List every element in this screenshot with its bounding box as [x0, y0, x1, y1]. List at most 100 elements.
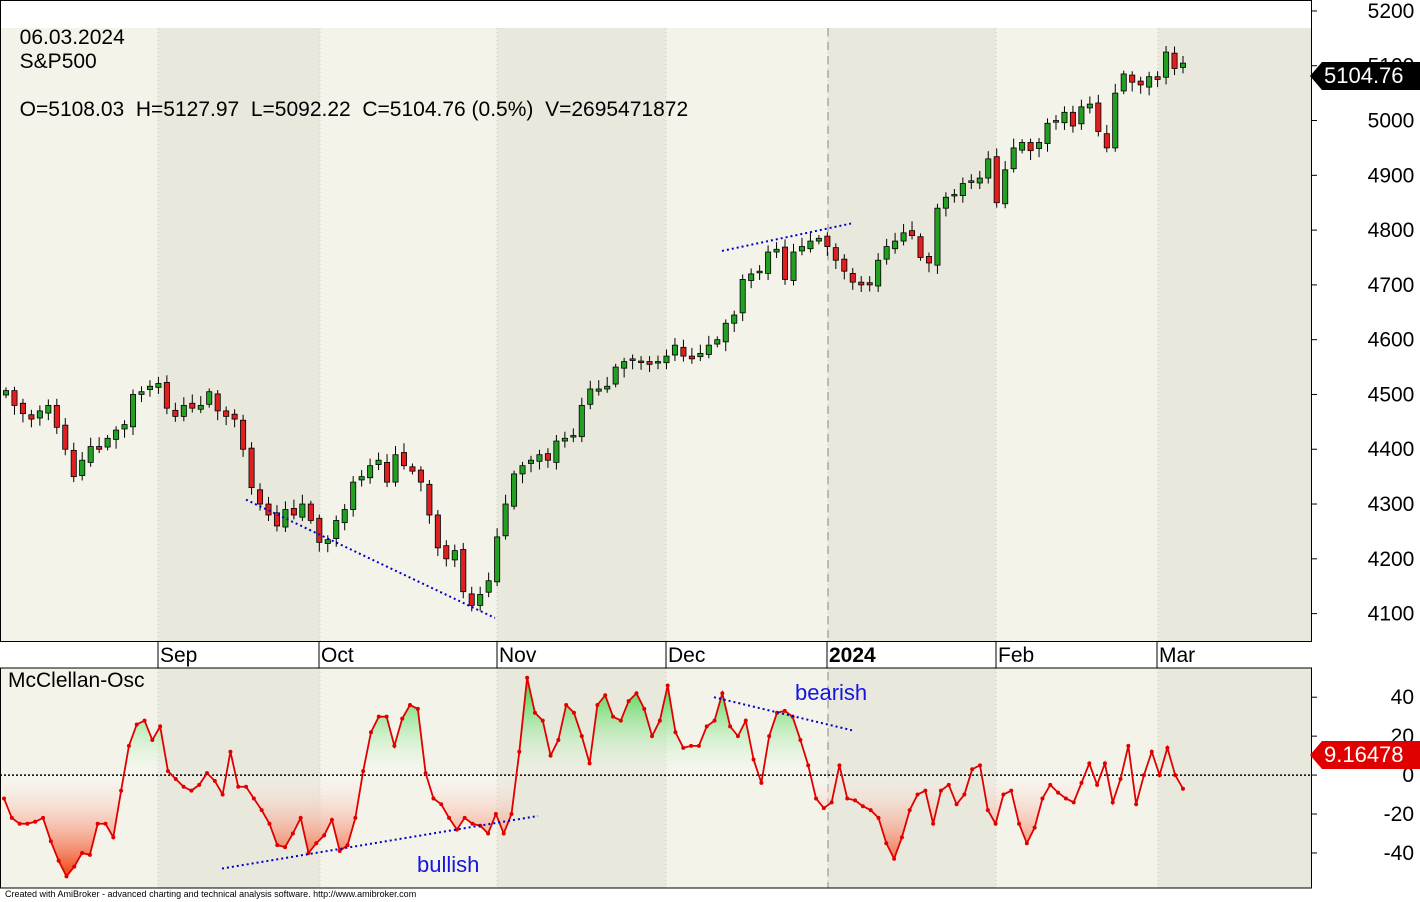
- date-tick-label: Nov: [499, 644, 537, 667]
- oscillator-point: [470, 821, 475, 826]
- candle-body: [629, 358, 636, 361]
- oscillator-point: [9, 815, 14, 820]
- candle-body: [621, 361, 628, 369]
- oscillator-point: [915, 792, 920, 797]
- credits-text: Created with AmiBroker - advanced charti…: [5, 889, 417, 899]
- month-band: [828, 28, 996, 641]
- candle-body: [240, 419, 247, 450]
- candle-body: [494, 536, 501, 583]
- oscillator-point: [868, 808, 873, 813]
- oscillator-point: [642, 706, 647, 711]
- trendlines: [221, 222, 853, 870]
- oscillator-point: [540, 718, 545, 723]
- oscillator-point: [798, 738, 803, 743]
- ohlc-header: 06.03.2024 S&P500 O=5108.03 H=5127.97 L=…: [8, 2, 688, 122]
- oscillator-point: [1157, 773, 1162, 778]
- candle-body: [731, 314, 738, 324]
- candle-body: [426, 483, 433, 516]
- negative-area: [4, 775, 1183, 877]
- oscillator-point: [126, 743, 131, 748]
- candle-body: [273, 512, 280, 527]
- oscillator-point: [1001, 792, 1006, 797]
- candle-body: [646, 361, 653, 365]
- oscillator-point: [532, 710, 537, 715]
- oscillator-point: [876, 815, 881, 820]
- oscillator-point: [1149, 749, 1154, 754]
- header-date: 06.03.2024: [19, 26, 125, 49]
- candle-body: [19, 402, 26, 415]
- price-tick-label: 4400: [1368, 438, 1415, 461]
- oscillator-point: [181, 784, 186, 789]
- candle-body: [536, 454, 543, 462]
- month-band: [996, 28, 1158, 641]
- price-tick-label: 4200: [1368, 548, 1415, 571]
- candle-body: [1044, 122, 1051, 144]
- oscillator-point: [970, 767, 975, 772]
- candle-body: [1002, 169, 1009, 205]
- candle-body: [1163, 51, 1170, 78]
- header-ohlc-values: O=5108.03 H=5127.97 L=5092.22 C=5104.76 …: [19, 98, 689, 121]
- candle-body: [892, 240, 899, 250]
- candle-body: [773, 248, 780, 253]
- oscillator-title: McClellan-Osc: [8, 669, 145, 692]
- candle-body: [146, 385, 153, 390]
- candle-body: [1052, 120, 1059, 123]
- oscillator-point: [1071, 800, 1076, 805]
- candle-body: [604, 385, 611, 390]
- oscillator-point: [212, 778, 217, 783]
- candle-body: [53, 405, 60, 428]
- oscillator-point: [720, 691, 725, 696]
- candle-body: [1061, 111, 1068, 124]
- candle-body: [163, 382, 170, 409]
- candle-body: [155, 383, 162, 388]
- last-price-tag: 5104.76: [1310, 62, 1420, 90]
- oscillator-point: [205, 771, 210, 776]
- oscillator-point: [611, 714, 616, 719]
- candle-body: [451, 550, 458, 561]
- oscillator-point: [759, 780, 764, 785]
- oscillator-point: [415, 706, 420, 711]
- candle-body: [1171, 52, 1178, 69]
- candle-body: [782, 246, 789, 280]
- date-tick-label: Mar: [1159, 644, 1195, 667]
- candle-body: [172, 409, 179, 417]
- oscillator-point: [189, 788, 194, 793]
- candle-body: [858, 281, 865, 286]
- oscillator-point: [899, 835, 904, 840]
- oscillator-point: [329, 817, 334, 822]
- oscillator-point: [517, 749, 522, 754]
- candle-body: [206, 391, 213, 405]
- candle-body: [11, 390, 18, 406]
- oscillator-point: [673, 730, 678, 735]
- candle-body: [87, 446, 94, 463]
- oscillator-point: [1095, 782, 1100, 787]
- date-tick-label: Oct: [321, 644, 354, 667]
- osc-tick-label: 0: [1402, 764, 1414, 787]
- candle-body: [748, 273, 755, 281]
- oscillator-point: [56, 858, 61, 863]
- candle-body: [392, 454, 399, 483]
- price-tick-label: 4100: [1368, 603, 1415, 626]
- oscillator-point: [392, 743, 397, 748]
- candle-body: [544, 453, 551, 461]
- oscillator-point: [431, 796, 436, 801]
- candle-body: [671, 344, 678, 356]
- oscillator-point: [1165, 745, 1170, 750]
- price-tick-label: 4900: [1368, 164, 1415, 187]
- candle-body: [460, 549, 467, 593]
- oscillator-point: [2, 796, 6, 801]
- candle-body: [1154, 76, 1161, 80]
- oscillator-point: [618, 718, 623, 723]
- oscillator-point: [314, 841, 319, 846]
- candle-body: [815, 237, 822, 242]
- oscillator-point: [587, 761, 592, 766]
- oscillator-point: [220, 792, 225, 797]
- oscillator-point: [165, 769, 170, 774]
- candle-body: [384, 461, 391, 483]
- oscillator-value-tag: 9.16478: [1310, 741, 1420, 769]
- oscillator-point: [322, 833, 327, 838]
- oscillator-point: [1126, 743, 1131, 748]
- candle-body: [578, 405, 585, 438]
- oscillator-point: [439, 802, 444, 807]
